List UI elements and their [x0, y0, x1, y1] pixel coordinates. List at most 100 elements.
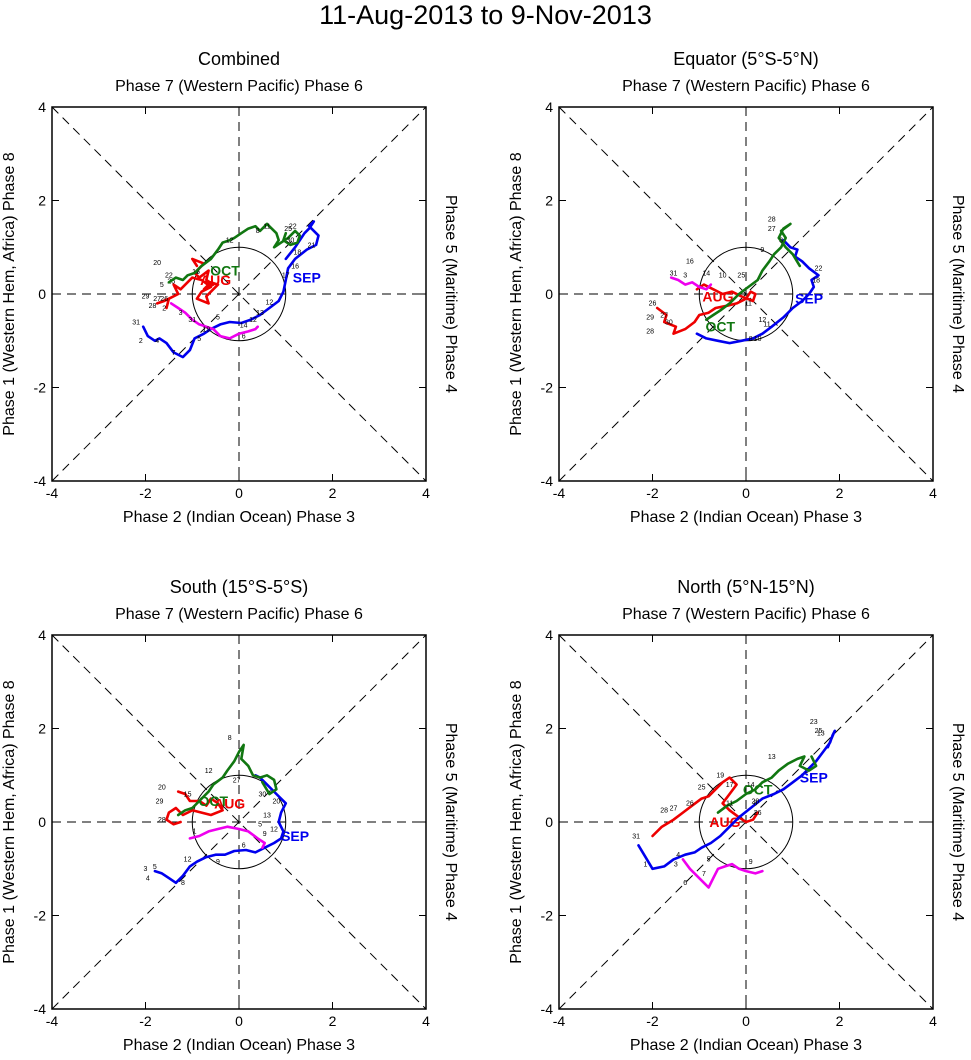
y-tick-label: 0	[38, 814, 46, 830]
day-label: 20	[158, 784, 166, 791]
axis-label-bottom: Phase 2 (Indian Ocean) Phase 3	[123, 1037, 355, 1054]
x-tick-label: 4	[929, 485, 937, 501]
x-tick-label: 4	[929, 1013, 937, 1029]
phase-divider-diagonal	[51, 106, 427, 482]
phase-divider-diagonal	[558, 634, 934, 1010]
day-label: 1	[193, 829, 197, 836]
y-tick-label: 2	[545, 193, 553, 209]
day-label: 26	[649, 301, 657, 308]
day-label: 8	[749, 336, 753, 343]
y-tick-label: -4	[34, 473, 47, 489]
axis-label-right: Phase 5 (Maritime) Phase 4	[949, 723, 966, 921]
axis-label-top: Phase 7 (Western Pacific) Phase 6	[115, 606, 363, 623]
day-label: 28	[158, 817, 166, 824]
month-label-sep: SEP	[800, 770, 828, 786]
phase-panel-2: Equator (5°S-5°N) Phase 7 (Western Pacifi…	[508, 49, 966, 526]
day-label: 11	[263, 224, 270, 231]
axis-label-bottom: Phase 2 (Indian Ocean) Phase 3	[630, 509, 862, 526]
day-label: 26	[686, 801, 694, 808]
day-label: 12	[265, 299, 273, 306]
day-label: 17	[282, 273, 290, 280]
axis-label-right: Phase 5 (Maritime) Phase 4	[442, 723, 459, 921]
axis-label-left: Phase 1 (Western Hem, Africa) Phase 8	[1, 152, 18, 435]
y-tick-label: -4	[541, 1001, 554, 1017]
axis-label-right: Phase 5 (Maritime) Phase 4	[949, 195, 966, 393]
unit-amplitude-circle	[191, 246, 287, 342]
day-label: 28	[646, 329, 654, 336]
trajectory-nov	[681, 858, 764, 889]
day-label: 23	[810, 719, 818, 726]
trajectory-aug	[165, 790, 224, 826]
x-tick-label: -2	[646, 485, 659, 501]
day-label: 4	[155, 338, 159, 345]
trajectory-oct	[704, 222, 802, 322]
day-label: 5	[707, 857, 711, 864]
y-tick-label: -4	[541, 473, 554, 489]
day-label: 20	[153, 260, 161, 267]
day-label: 25	[698, 784, 706, 791]
day-label: 31	[670, 270, 678, 277]
phase-divider-diagonal	[51, 634, 427, 1010]
day-label: 6	[242, 843, 246, 850]
phase-divider-diagonal	[558, 634, 934, 1010]
day-label: 7	[702, 871, 706, 878]
day-label: 27	[233, 777, 241, 784]
x-tick-label: -4	[553, 1013, 566, 1029]
day-label: 5	[160, 282, 164, 289]
day-label: 30	[665, 319, 673, 326]
day-label: 5	[258, 822, 262, 829]
day-label: 5	[153, 864, 157, 871]
day-label: 6	[683, 880, 687, 887]
y-tick-label: 4	[38, 99, 46, 115]
day-label: 20	[273, 798, 281, 805]
month-label-aug: AUG	[214, 795, 245, 811]
day-label: 6	[242, 333, 246, 340]
day-label: 26	[754, 810, 762, 817]
day-label: 31	[188, 317, 196, 324]
day-label: 19	[716, 773, 724, 780]
day-label: 27	[670, 805, 678, 812]
axis-label-left: Phase 1 (Western Hem, Africa) Phase 8	[508, 152, 525, 435]
day-label: 3	[779, 238, 783, 245]
day-label: 28	[768, 217, 776, 224]
day-label: 5	[805, 768, 809, 775]
trajectory-nov	[169, 302, 260, 340]
x-tick-label: 0	[235, 1013, 243, 1029]
trajectory-sep	[153, 773, 288, 885]
unit-amplitude-circle	[698, 774, 794, 870]
day-label: 31	[632, 833, 640, 840]
day-label: 10	[754, 336, 762, 343]
day-label: 18	[294, 249, 302, 256]
month-label-aug: AUG	[709, 814, 740, 830]
day-label: 29	[646, 315, 654, 322]
phase-panel-3: South (15°S-5°S) Phase 7 (Western Pacific…	[1, 577, 459, 1054]
day-label: 11	[726, 801, 733, 808]
day-label: 8	[228, 735, 232, 742]
y-tick-label: 4	[38, 627, 46, 643]
month-label-oct: OCT	[743, 781, 773, 797]
x-tick-label: -2	[646, 1013, 659, 1029]
day-label: 9	[749, 859, 753, 866]
trajectory-oct	[716, 755, 818, 814]
day-label: 2	[139, 338, 143, 345]
axis-label-top: Phase 7 (Western Pacific) Phase 6	[622, 78, 870, 95]
day-label: 14	[747, 782, 755, 789]
day-label: 12	[270, 826, 278, 833]
day-label: 27	[660, 312, 668, 319]
day-label: 13	[817, 731, 825, 738]
day-label: 14	[240, 323, 248, 330]
day-label: 5	[216, 315, 220, 322]
day-label: 28	[751, 798, 759, 805]
axis-label-top: Phase 7 (Western Pacific) Phase 6	[115, 78, 363, 95]
day-label: 10	[719, 273, 727, 280]
x-tick-label: -4	[553, 485, 566, 501]
y-tick-label: 2	[38, 193, 46, 209]
day-label: 30	[287, 238, 295, 245]
day-label: 4	[146, 875, 150, 882]
y-tick-label: 2	[38, 721, 46, 737]
day-label: 8	[256, 228, 260, 235]
day-label: 14	[702, 270, 710, 277]
x-tick-label: 2	[836, 1013, 844, 1029]
day-label: 25	[737, 273, 745, 280]
day-label: 22	[815, 266, 823, 273]
